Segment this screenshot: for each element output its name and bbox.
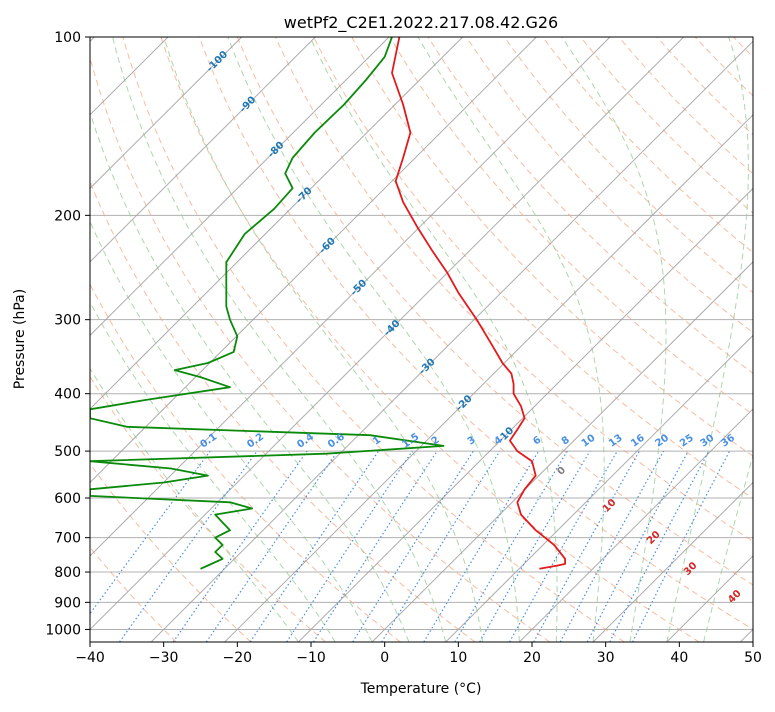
dry-adiabat: [85, 37, 550, 642]
dry-adiabat: [314, 37, 775, 642]
y-tick-label: 800: [54, 565, 81, 581]
mixing-ratio-label: 3: [466, 435, 478, 448]
dry-adiabat: [352, 37, 775, 642]
moist-adiabat: [5, 37, 336, 642]
y-axis-label: Pressure (hPa): [12, 289, 28, 389]
mixing-ratio-label: 16: [629, 433, 647, 450]
dry-adiabat: [0, 37, 251, 642]
x-tick-label: 30: [597, 650, 615, 666]
y-tick-label: 200: [54, 208, 81, 224]
mixing-ratio-line: [353, 451, 474, 642]
y-tick-label: 700: [54, 531, 81, 547]
mixing-ratio-line: [587, 451, 688, 642]
isotherm-line: [4, 37, 610, 642]
mixing-ratio-line: [314, 451, 438, 642]
isotherm-label: -60: [317, 236, 338, 257]
moist-adiabat: [228, 37, 520, 642]
dry-adiabat: [390, 37, 775, 642]
moist-adiabat: [704, 37, 775, 642]
x-tick-label: −10: [296, 650, 326, 666]
moist-adiabat-label: 0: [555, 465, 568, 478]
x-tick-label: 10: [449, 650, 467, 666]
dry-adiabat: [695, 37, 775, 642]
dry-adiabat: [619, 37, 775, 642]
x-tick-label: −20: [223, 650, 253, 666]
x-tick-label: 50: [744, 650, 762, 666]
dewpoint-profile: [90, 37, 444, 569]
isotherm-line: [0, 37, 463, 642]
isotherm-line: [77, 37, 683, 642]
isotherm-line: [667, 37, 775, 642]
y-tick-label: 1000: [45, 622, 81, 638]
chart-title: wetPf2_C2E1.2022.217.08.42.G26: [284, 13, 558, 33]
mixing-ratio-label: 25: [678, 433, 696, 450]
y-tick-label: 400: [54, 387, 81, 403]
isotherm-line: [593, 37, 775, 642]
isotherm-label: -30: [417, 357, 438, 378]
moist-adiabat-label: 40: [726, 588, 744, 606]
mixing-ratio-label: 13: [607, 433, 625, 450]
mixing-ratio-label: 0.2: [245, 431, 266, 450]
x-tick-label: 0: [380, 650, 389, 666]
y-tick-label: 100: [54, 30, 81, 46]
x-tick-label: 20: [523, 650, 541, 666]
y-tick-label: 900: [54, 595, 81, 611]
isotherm-line: [372, 37, 775, 642]
dry-adiabat: [0, 37, 326, 642]
isotherm-line: [0, 37, 315, 642]
moist-adiabat: [310, 37, 557, 642]
plot-frame: [90, 37, 753, 642]
mixing-ratio-label: 30: [699, 433, 717, 450]
y-tick-label: 600: [54, 491, 81, 507]
mixing-ratio-label: 6: [531, 435, 543, 448]
dry-adiabat: [504, 37, 775, 642]
temperature-profile: [392, 37, 565, 569]
x-tick-label: −40: [75, 650, 105, 666]
dry-adiabat: [237, 37, 775, 642]
mixing-ratio-line: [424, 451, 539, 642]
moist-adiabat: [562, 37, 666, 642]
moist-adiabat: [164, 37, 483, 642]
isotherm-line: [519, 37, 775, 642]
dry-adiabat: [47, 37, 475, 642]
y-tick-label: 500: [54, 444, 81, 460]
mixing-ratio-label: 10: [580, 433, 598, 450]
mixing-ratio-line: [206, 451, 338, 642]
x-axis-label: Temperature (°C): [360, 681, 482, 697]
moist-adiabat: [0, 37, 298, 642]
mixing-ratio-label: 0.1: [198, 431, 219, 450]
mixing-ratio-label: 36: [719, 433, 737, 450]
x-tick-label: −30: [149, 650, 179, 666]
moist-adiabat: [667, 37, 749, 642]
isotherm-line: [0, 37, 389, 642]
dry-adiabat: [772, 37, 775, 642]
moist-adiabat-label: 30: [682, 560, 700, 578]
mixing-ratio-line: [560, 451, 664, 642]
y-tick-label: 300: [54, 313, 81, 329]
dry-adiabat: [466, 37, 775, 642]
mixing-ratio-label: 0.4: [295, 431, 316, 450]
isotherm-label: -70: [294, 185, 315, 206]
isotherm-label: -40: [382, 318, 403, 339]
moist-adiabat: [35, 37, 372, 642]
dry-adiabat: [199, 37, 774, 642]
x-tick-label: 40: [670, 650, 688, 666]
moist-adiabat: [113, 37, 446, 642]
mixing-ratio-line: [455, 451, 567, 642]
mixing-ratio-label: 20: [653, 433, 671, 450]
dry-adiabat: [8, 37, 400, 642]
mixing-ratio-label: 8: [560, 435, 572, 448]
